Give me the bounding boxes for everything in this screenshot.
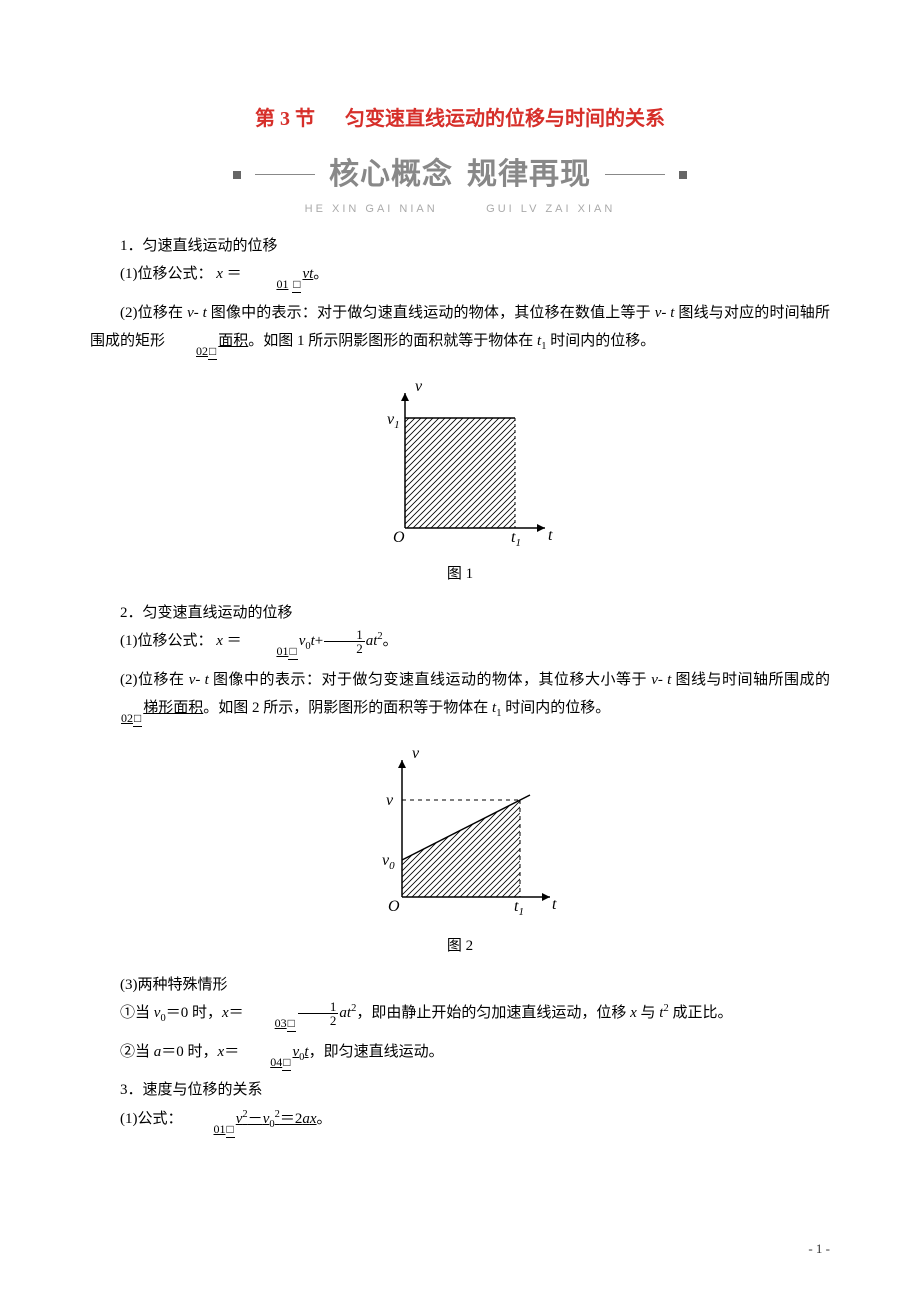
- blank-01-icon: 01 □: [246, 270, 301, 299]
- text: (1)位移公式：: [120, 633, 213, 649]
- text: ＝0 时，: [161, 1044, 217, 1060]
- decor-square-left: [233, 171, 241, 179]
- text: ②当: [120, 1044, 154, 1060]
- var-vt: vt: [302, 266, 313, 282]
- pinyin-left: HE XIN GAI NIAN: [305, 203, 438, 215]
- svg-text:O: O: [388, 898, 400, 915]
- var-a: a: [302, 1111, 310, 1127]
- decor-line-left: [255, 174, 315, 175]
- svg-text:O: O: [393, 529, 405, 546]
- svg-text:v: v: [412, 745, 420, 762]
- var-a: a: [339, 1005, 347, 1021]
- svg-text:v1: v1: [387, 411, 400, 431]
- answer-area: 面积: [218, 333, 248, 349]
- var-x: x: [216, 633, 223, 649]
- eq: ＝: [229, 1005, 244, 1021]
- svg-text:t1: t1: [514, 898, 524, 918]
- blank-02-icon: 02□: [166, 337, 217, 366]
- text: (2)位移在: [120, 672, 189, 688]
- svg-text:t: t: [552, 896, 557, 913]
- blank-04-icon: 04□: [240, 1048, 291, 1077]
- s3-head: (3)两种特殊情形: [90, 971, 830, 1000]
- var-x: x: [630, 1005, 637, 1021]
- text: 时间内的位移。: [546, 333, 655, 349]
- plus: +: [315, 633, 323, 649]
- s1-head: 1．匀速直线运动的位移: [90, 232, 830, 261]
- blank-02b-icon: 02□: [91, 704, 142, 733]
- text: 时间内的位移。: [501, 700, 610, 716]
- axis-v-label: v: [415, 378, 423, 395]
- eq: ＝2: [280, 1111, 303, 1127]
- chapter-name: 匀变速直线运动的位移与时间的关系: [345, 108, 665, 130]
- var-x: x: [222, 1005, 229, 1021]
- svg-text:t1: t1: [511, 529, 521, 548]
- hero-left: 核心概念: [329, 146, 453, 203]
- minus: －: [248, 1111, 263, 1127]
- eq: ＝: [224, 1044, 239, 1060]
- blank-03-icon: 03□: [245, 1009, 296, 1038]
- text: (1)位移公式：: [120, 266, 213, 282]
- figure-2: v t v0 v t1 O 图 2: [90, 745, 830, 961]
- text: ①当: [120, 1005, 154, 1021]
- s4-head: 3．速度与位移的关系: [90, 1076, 830, 1105]
- text: ，即由静止开始的匀加速直线运动，位移: [356, 1005, 630, 1021]
- s1-formula: (1)位移公式： x ＝ 01 □ vt。: [90, 260, 830, 299]
- var-vt: v- t: [187, 305, 207, 321]
- text: 。如图 1 所示阴影图形的面积就等于物体在: [248, 333, 537, 349]
- var-vt: v- t: [651, 672, 671, 688]
- decor-line-right: [605, 174, 665, 175]
- frac-half: 12: [324, 628, 365, 655]
- blank-01c-icon: 01□: [184, 1115, 235, 1144]
- text: 图像中的表示：对于做匀变速直线运动的物体，其位移大小等于: [209, 672, 651, 688]
- s3-line1: ①当 v0＝0 时，x＝03□12at2，即由静止开始的匀加速直线运动，位移 x…: [90, 999, 830, 1038]
- text: (2)位移在: [120, 305, 187, 321]
- text: 成正比。: [669, 1005, 733, 1021]
- text: (1)公式：: [120, 1111, 183, 1127]
- eq: ＝: [227, 266, 242, 282]
- s2-head: 2．匀变速直线运动的位移: [90, 599, 830, 628]
- text: 。: [317, 1111, 332, 1127]
- decor-square-right: [679, 171, 687, 179]
- var-vt: v- t: [189, 672, 209, 688]
- chapter-number: 第 3 节: [255, 108, 315, 130]
- svg-text:v0: v0: [382, 852, 395, 872]
- text: ＝0 时，: [166, 1005, 222, 1021]
- var-x: x: [310, 1111, 317, 1127]
- text: 图像中的表示：对于做匀速直线运动的物体，其位移在数值上等于: [207, 305, 655, 321]
- hero-right: 规律再现: [467, 146, 591, 203]
- svg-text:v: v: [386, 792, 394, 809]
- sub-0: 0: [269, 1119, 274, 1130]
- text: 。: [383, 633, 398, 649]
- answer-trap: 梯形面积: [143, 700, 203, 716]
- s3-line2: ②当 a＝0 时，x＝04□v0t，即匀速直线运动。: [90, 1038, 830, 1077]
- text: 与: [637, 1005, 660, 1021]
- s1-explain: (2)位移在 v- t 图像中的表示：对于做匀速直线运动的物体，其位移在数值上等…: [90, 299, 830, 366]
- text: 图线与时间轴所围成的: [671, 672, 830, 688]
- pinyin-right: GUI LV ZAI XIAN: [486, 203, 615, 215]
- figure-1-caption: 图 1: [90, 560, 830, 589]
- blank-01b-icon: 01□: [246, 637, 297, 666]
- var-vt: v- t: [655, 305, 675, 321]
- s4-formula: (1)公式：01□v2－v02＝2ax。: [90, 1105, 830, 1144]
- frac-half: 12: [298, 1000, 339, 1027]
- hero-banner: 核心概念 规律再现 HE XIN GAI NIAN GUI LV ZAI XIA…: [90, 146, 830, 220]
- figure-2-caption: 图 2: [90, 932, 830, 961]
- figure-1: v t v1 t1 O 图 1: [90, 378, 830, 589]
- page-number: - 1 -: [808, 1237, 830, 1262]
- text: ，即匀速直线运动。: [309, 1044, 444, 1060]
- axis-t-label: t: [548, 527, 553, 544]
- s2-formula: (1)位移公式： x ＝ 01□v0t+12at2。: [90, 627, 830, 666]
- var-x: x: [216, 266, 223, 282]
- text: 。如图 2 所示，阴影图形的面积等于物体在: [203, 700, 492, 716]
- text: 。: [313, 266, 328, 282]
- page-title: 第 3 节 匀变速直线运动的位移与时间的关系: [90, 100, 830, 138]
- s2-explain: (2)位移在 v- t 图像中的表示：对于做匀变速直线运动的物体，其位移大小等于…: [90, 666, 830, 733]
- eq: ＝: [227, 633, 242, 649]
- hero-pinyin: HE XIN GAI NIAN GUI LV ZAI XIAN: [90, 199, 830, 220]
